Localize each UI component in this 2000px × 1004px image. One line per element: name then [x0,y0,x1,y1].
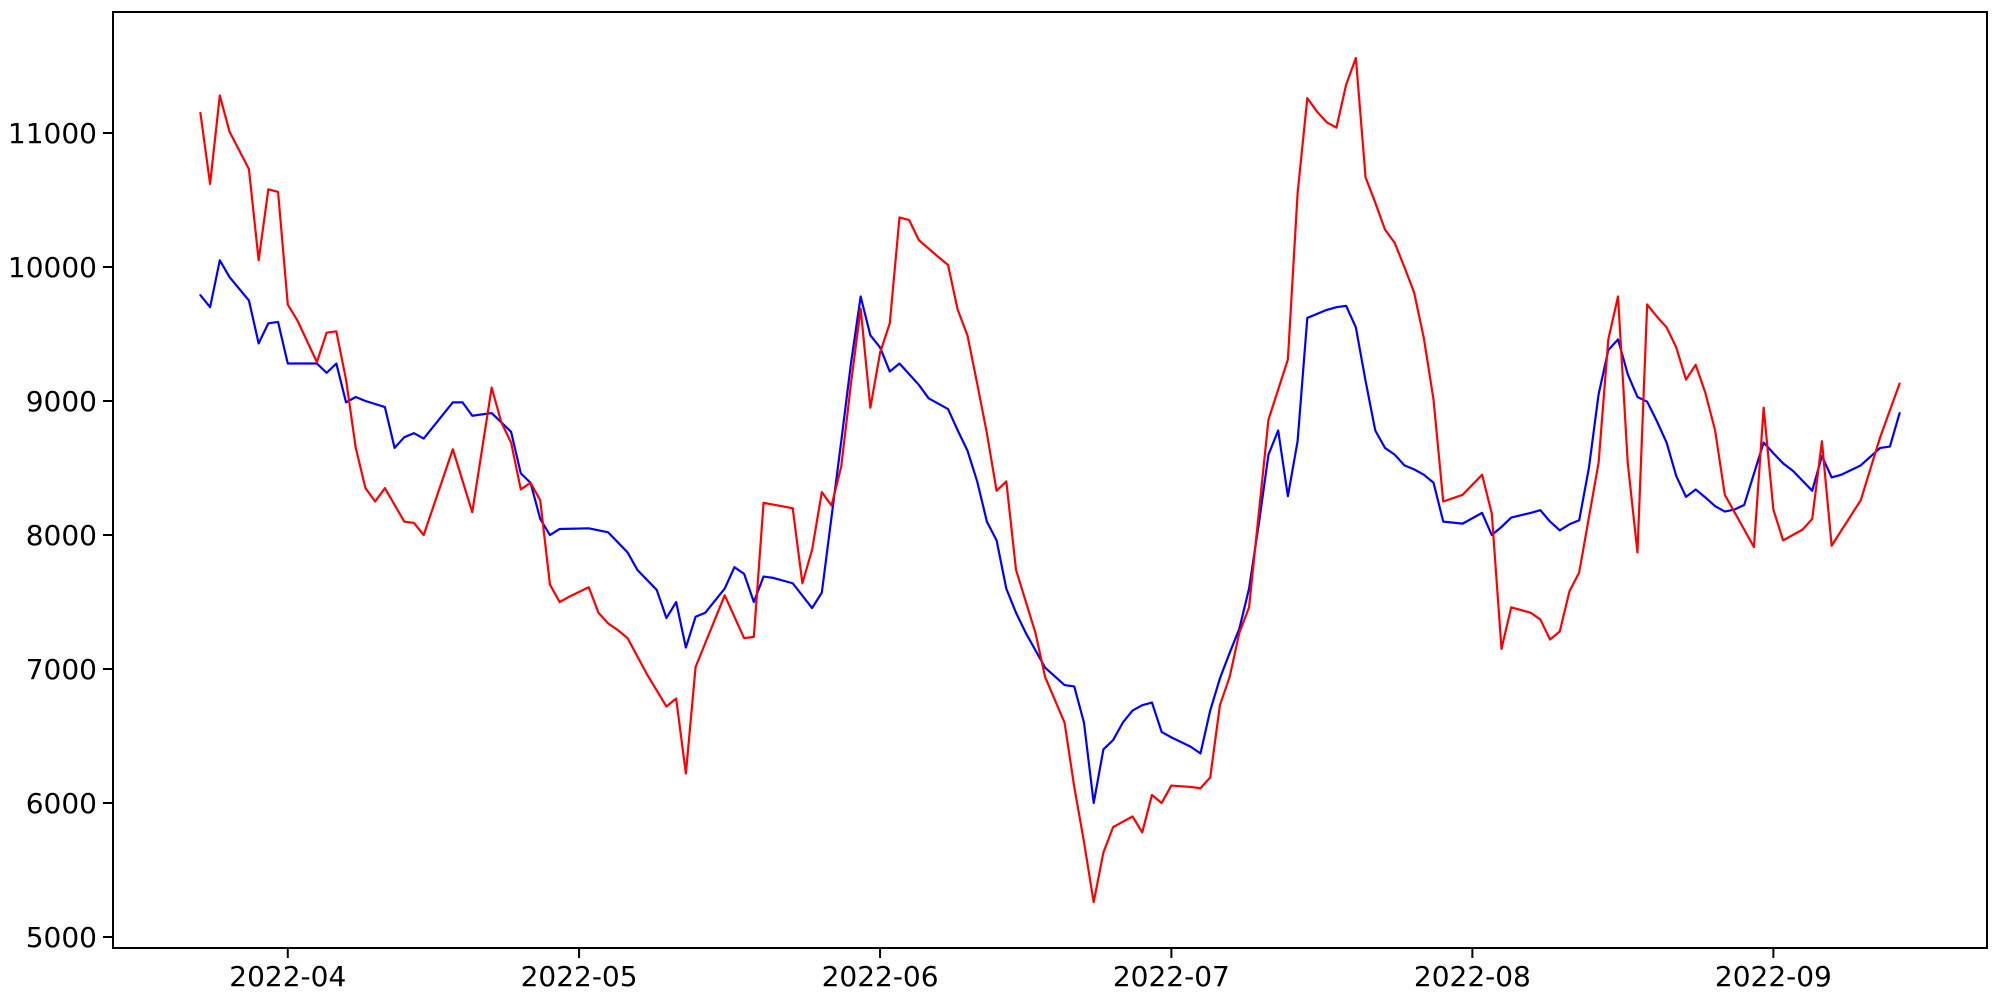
y-tick-label: 6000 [26,787,97,820]
x-tick-label: 2022-06 [822,960,939,993]
red-series-line [199,56,1901,904]
blue-series-line [199,259,1901,805]
x-tick-label: 2022-09 [1715,960,1832,993]
x-tick-label: 2022-05 [521,960,638,993]
y-axis: 5000 6000 7000 8000 9000 10000 11000 [8,117,113,954]
x-tick-label: 2022-08 [1414,960,1531,993]
y-tick-label: 11000 [8,117,97,150]
y-tick-label: 7000 [26,653,97,686]
y-tick-label: 8000 [26,519,97,552]
y-tick-label: 5000 [26,921,97,954]
plot-border [112,11,1988,949]
y-tick-label: 10000 [8,251,97,284]
x-axis: 2022-04 2022-05 2022-06 2022-07 2022-08 2022-… [229,948,1832,993]
y-tick-label: 9000 [26,385,97,418]
x-tick-label: 2022-07 [1113,960,1230,993]
x-tick-label: 2022-04 [229,960,346,993]
